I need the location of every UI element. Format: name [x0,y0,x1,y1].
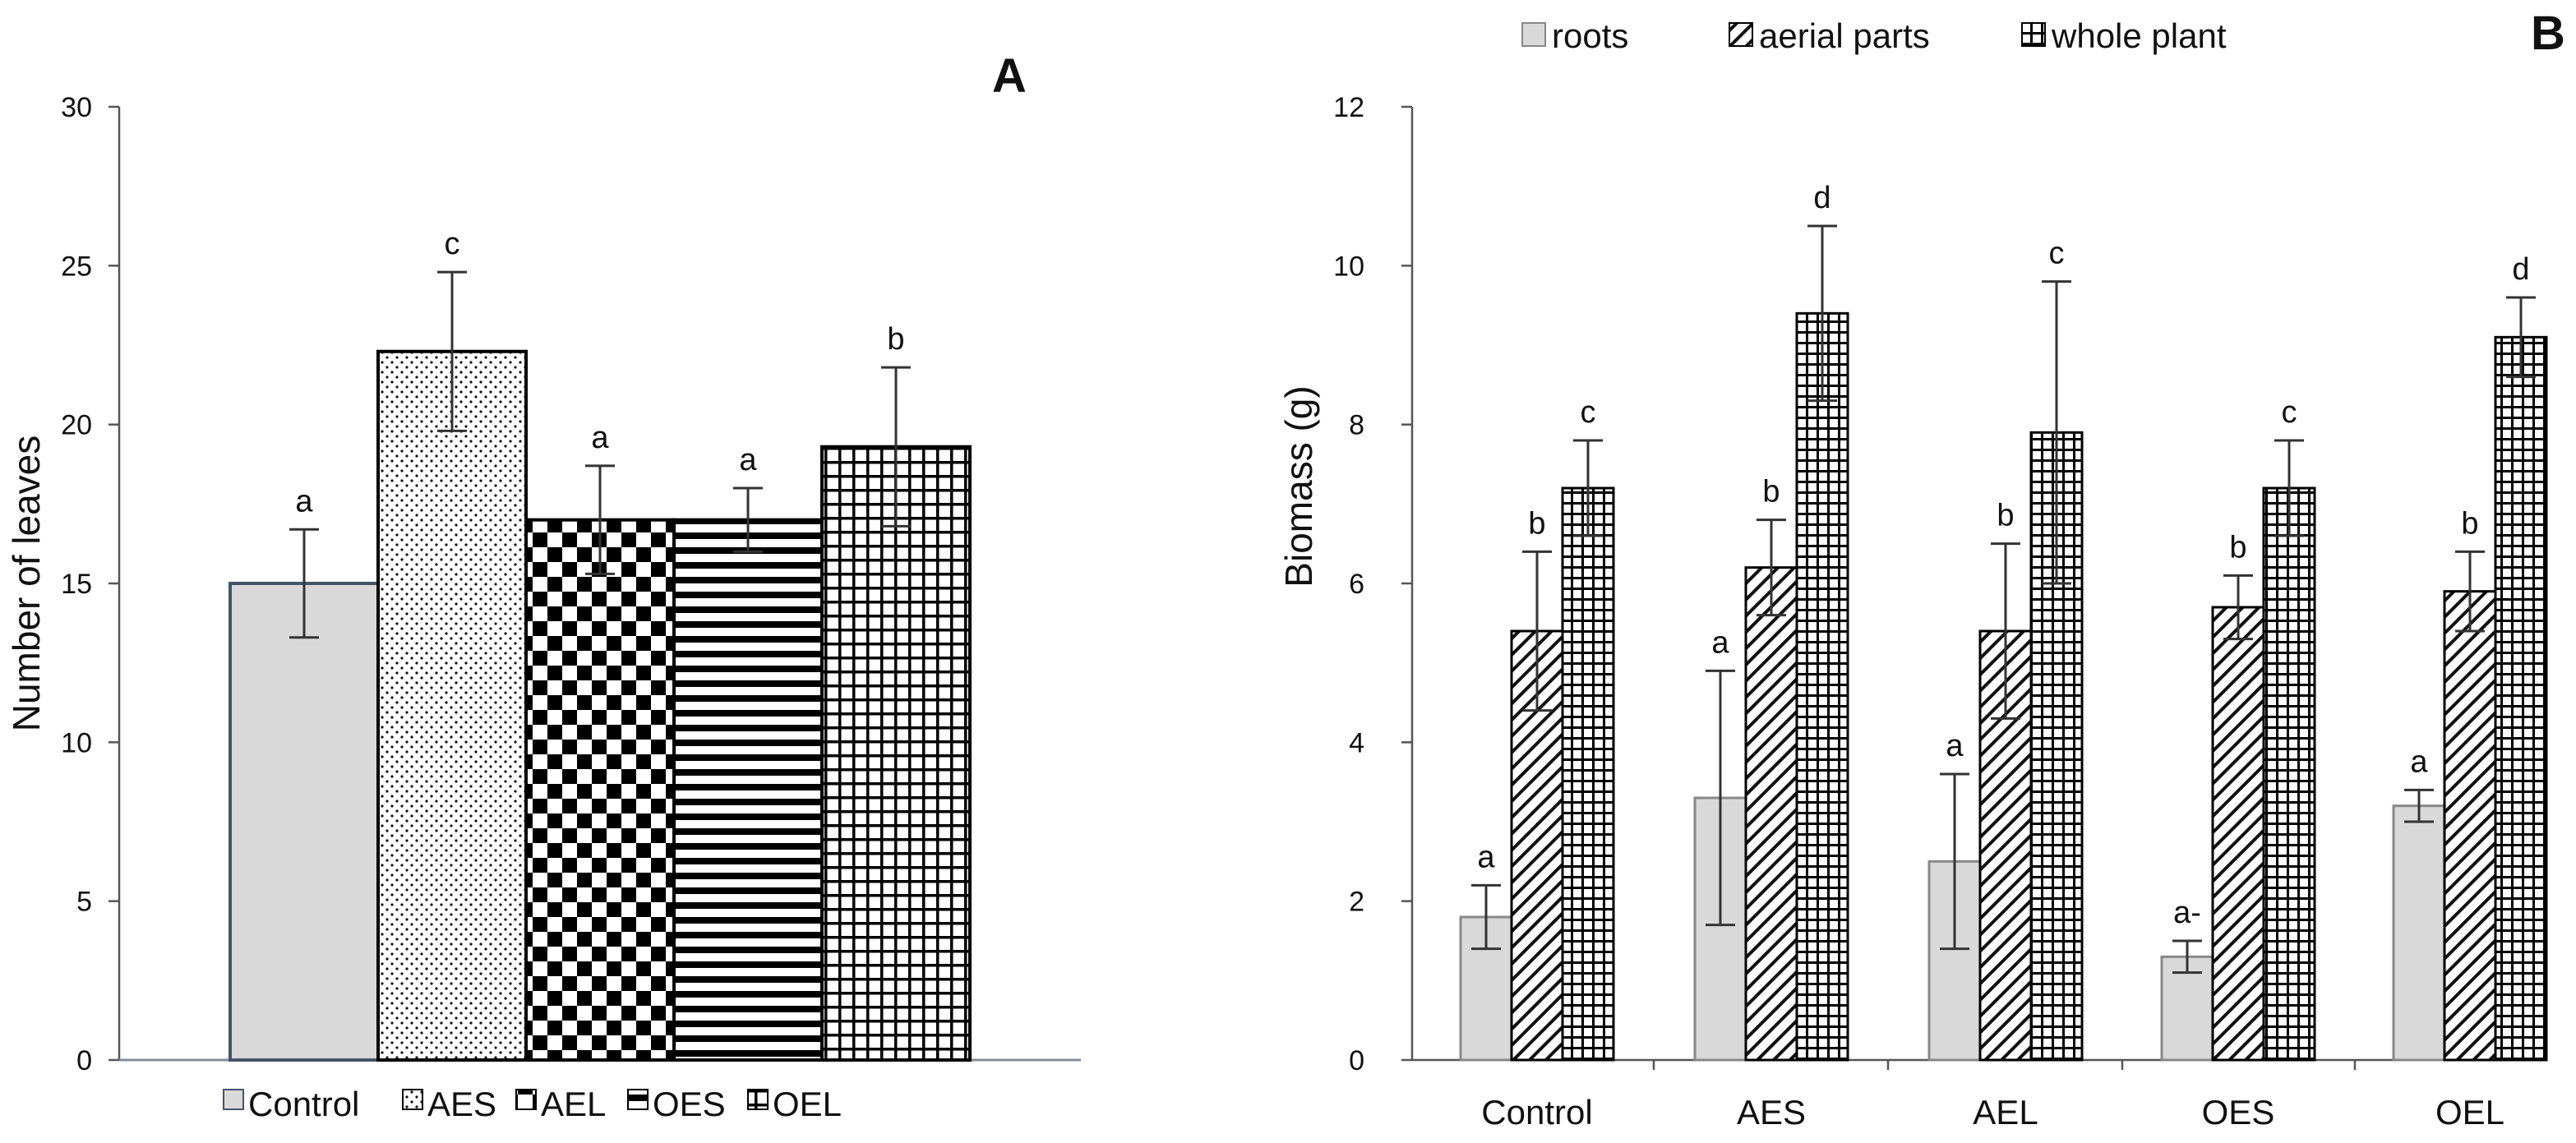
panel-b-significance-letter: d [1813,181,1830,215]
panel-b-bar-oel-whole-plant [2494,335,2548,1062]
panel-b-significance-letter: a [1477,840,1495,874]
panel-b-legend-label: whole plant [2051,16,2227,55]
panel-b-significance-letter: d [2512,252,2529,287]
panel-a-y-tick-label: 5 [76,887,92,918]
panel-b-legend-swatch-whole-plant [2021,22,2046,47]
panel-b-category-label: OES [2202,1093,2275,1131]
panel-b-y-tick-label: 2 [1349,887,1364,918]
panel-b-bar-oes-aerial-parts [2211,606,2265,1062]
panel-b-significance-letter: a [1711,625,1729,660]
panel-a-bar-aes [376,349,528,1062]
panel-b-significance-letter: a [1946,729,1964,763]
panel-b-significance-letter: b [1528,506,1545,541]
panel-b-legend: roots aerial parts whole plant [1521,16,2227,55]
panel-a-legend-label: AEL [541,1085,606,1123]
panel-a: 0 5 10 15 20 25 30 a c a a b Number of leaves A Co… [5,49,1081,1123]
panel-a-y-tick-label: 25 [61,251,92,282]
panel-a-y-tick-label: 20 [61,410,92,441]
panel-a-legend-swatch-control [223,1089,244,1110]
panel-b-significance-letter: a [2410,744,2428,779]
panel-b: 0 2 4 6 8 10 12 a b c a b d a b c a-b c a b d Control AES AEL… [1277,7,2565,1131]
panel-a-y-tick-label: 30 [61,92,92,123]
panel-b-legend-label: roots [1552,16,1628,55]
panel-b-bar-control-aerial-parts [1510,629,1564,1062]
panel-a-legend-label: Control [248,1085,359,1123]
panel-a-bar-oes [672,518,824,1062]
panel-a-significance-letter: a [591,421,609,455]
panel-b-significance-letter: b [2229,530,2246,565]
panel-a-legend-label: AES [427,1085,496,1123]
panel-b-legend-swatch-roots [1521,22,1546,47]
panel-a-significance-letter: a [295,484,313,518]
panel-b-significance-letter: c [2049,237,2065,271]
panel-b-y-tick-label: 8 [1349,410,1364,441]
panel-b-bar-oel-aerial-parts [2443,590,2497,1062]
panel-b-significance-letter: b [1762,475,1780,509]
panel-b-legend-swatch-aerial-parts [1729,22,1753,47]
panel-b-y-tick-label: 6 [1349,569,1364,600]
panel-b-label: B [2531,7,2565,60]
panel-b-significance-letter: c [2282,395,2297,430]
panel-b-bar-control-whole-plant [1561,486,1615,1062]
panel-b-bar-oes-whole-plant [2262,486,2316,1062]
panel-a-legend-swatch-ael [515,1089,537,1110]
panel-a-significance-letter: c [445,227,460,261]
panel-b-significance-letter: c [1581,395,1596,430]
panel-a-y-tick-label: 15 [61,569,92,600]
panel-a-label: A [992,49,1027,103]
panel-b-significance-letter: b [1997,499,2014,533]
panel-b-significance-letter: b [2461,506,2478,541]
panel-a-legend-swatch-aes [402,1089,423,1110]
panel-a-bars: a c a a b [229,227,972,1062]
panel-b-category-label: AES [1737,1093,1806,1131]
panel-b-y-tick-label: 0 [1349,1045,1364,1076]
panel-b-category-label: OEL [2435,1093,2504,1131]
panel-a-bar-control [229,582,380,1062]
panel-a-y-ticks: 0 5 10 15 20 25 30 [61,92,119,1076]
panel-a-legend-label: OES [653,1085,726,1123]
panel-b-y-tick-label: 10 [1333,251,1364,282]
panel-b-y-axis-title: Biomass (g) [1277,385,1320,587]
panel-a-legend: Control AES AEL OES OEL [223,1085,842,1123]
panel-a-y-tick-label: 10 [61,727,92,758]
panel-a-legend-swatch-oes [627,1089,649,1110]
panel-b-y-tick-label: 4 [1349,727,1364,758]
panel-b-bar-aes-whole-plant [1795,311,1849,1062]
panel-a-significance-letter: b [887,322,904,357]
panel-a-significance-letter: a [739,443,757,477]
panel-b-category-label: AEL [1973,1093,2038,1131]
panel-b-bar-oel-roots [2392,804,2446,1062]
panel-a-y-axis-title: Number of leaves [5,436,48,732]
panel-b-bars: a b c a b d a b c a-b c a b d [1459,181,2548,1062]
panel-a-legend-swatch-oel [747,1089,769,1110]
panel-b-category-label: Control [1481,1093,1592,1131]
panel-a-legend-label: OEL [773,1085,842,1123]
panel-b-y-ticks: 0 2 4 6 8 10 12 [1333,92,1412,1076]
panel-a-bar-ael [524,518,676,1062]
panel-b-bar-aes-aerial-parts [1744,566,1798,1062]
panel-b-legend-label: aerial parts [1759,16,1930,55]
panel-b-y-tick-label: 12 [1333,92,1364,123]
panel-b-significance-letter: a- [2173,896,2201,930]
panel-a-bar-oel [820,445,972,1062]
panel-a-y-tick-label: 0 [76,1045,92,1076]
panel-b-category-labels: Control AES AEL OES OEL [1481,1060,2504,1131]
